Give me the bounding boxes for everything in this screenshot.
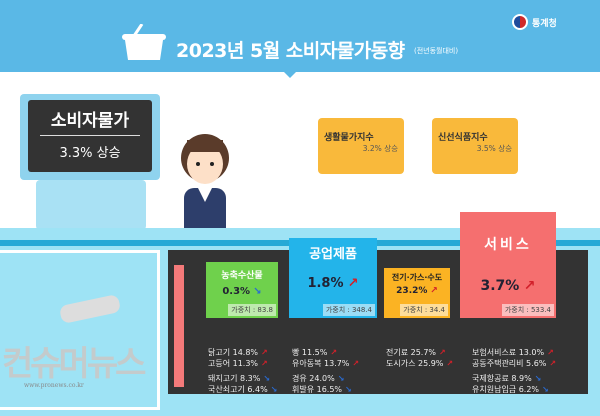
category-pct: 3.7% (480, 278, 520, 294)
list-item: 유아동복 13.7% ↗ (292, 358, 359, 369)
list-item: 보험서비스료 13.0% ↗ (472, 347, 556, 358)
list-item: 닭고기 14.8% ↗ (208, 347, 277, 358)
item-text: 휘발유 16.5% (292, 385, 343, 394)
fresh-food-basket: 신선식품지수 3.5% 상승 (432, 118, 518, 174)
list-item: 경유 24.0% ↘ (292, 373, 359, 384)
category-pct: 1.8% (307, 276, 344, 291)
list-item: 공동주택관리비 5.6% ↗ (472, 358, 556, 369)
category-weight: 가중치 : 83.8 (228, 304, 276, 316)
industrial-items: 빵 11.5% ↗ 유아동복 13.7% ↗ 경유 24.0% ↘ 휘발유 16.5% ↘ (292, 347, 359, 395)
category-weight: 가중치 : 533.4 (501, 304, 554, 316)
list-item: 국산쇠고기 6.4% ↘ (208, 384, 277, 395)
watermark-url: www.pronews.co.kr (24, 382, 84, 389)
counter-door (0, 250, 160, 410)
item-text: 닭고기 14.8% (208, 348, 259, 357)
category-name: 전기·가스·수도 (391, 273, 443, 282)
item-text: 고등어 11.3% (208, 359, 259, 368)
category-weight: 가중치 : 34.4 (400, 304, 448, 316)
arrow-up-icon: ↗ (439, 348, 446, 357)
basket-value: 3.5% 상승 (476, 144, 512, 153)
header-banner: 2023년 5월 소비자물가동향 (전년동월대비) 통계청 (0, 0, 600, 78)
list-item: 고등어 11.3% ↗ (208, 358, 277, 369)
arrow-down-icon: ↘ (534, 374, 542, 383)
item-text: 돼지고기 8.3% (208, 374, 261, 383)
basket-name: 신선식품지수 (438, 133, 488, 143)
item-text: 보험서비스료 13.0% (472, 348, 545, 357)
arrow-up-icon: ↗ (261, 348, 268, 357)
list-item: 유치원납입금 6.2% ↘ (472, 384, 556, 395)
headline-label: 소비자물가 (40, 106, 140, 136)
basket-name: 생활물가지수 (324, 133, 374, 143)
item-text: 국산쇠고기 6.4% (208, 385, 268, 394)
services-items: 보험서비스료 13.0% ↗ 공동주택관리비 5.6% ↗ 국제항공료 8.9% ↘ 유치원… (472, 347, 556, 395)
item-text: 국제항공료 8.9% (472, 374, 532, 383)
category-industrial: 공업제품 1.8% ↗ 가중치 : 348.4 (289, 238, 377, 318)
arrow-up-icon: ↗ (547, 348, 554, 357)
item-text: 경유 24.0% (292, 374, 335, 383)
category-pct: 23.2% (396, 286, 428, 296)
headline-screen: 소비자물가 3.3% 상승 (28, 100, 152, 172)
list-item: 휘발유 16.5% ↘ (292, 384, 359, 395)
arrow-up-icon: ↗ (261, 359, 268, 368)
list-item: 돼지고기 8.3% ↘ (208, 373, 277, 384)
arrow-up-icon: ↗ (352, 359, 360, 368)
cash-register (36, 180, 146, 230)
arrow-up-icon: ↗ (523, 278, 536, 294)
living-price-basket: 생활물가지수 3.2% 상승 (318, 118, 404, 174)
list-item: 국제항공료 8.9% ↘ (472, 373, 556, 384)
cashier-illustration (181, 134, 229, 238)
category-utilities: 전기·가스·수도 23.2% ↗ 가중치 : 34.4 (384, 268, 450, 318)
agri-items: 닭고기 14.8% ↗ 고등어 11.3% ↗ 돼지고기 8.3% ↘ 국산쇠고기 6.4%… (208, 347, 277, 395)
arrow-up-icon: ↗ (430, 286, 438, 296)
category-agri: 농축수산물 0.3% ↘ 가중치 : 83.8 (206, 262, 278, 318)
list-item: 빵 11.5% ↗ (292, 347, 359, 358)
arrow-down-icon: ↘ (253, 286, 262, 297)
taegeuk-icon (512, 14, 528, 30)
item-text: 유아동복 13.7% (292, 359, 350, 368)
accent-bar (174, 265, 184, 387)
list-item: 도시가스 25.9% ↗ (386, 358, 453, 369)
watermark: 컨슈머뉴스 (2, 344, 146, 384)
arrow-down-icon: ↘ (270, 385, 278, 394)
arrow-up-icon: ↗ (330, 348, 338, 357)
category-weight: 가중치 : 348.4 (322, 304, 375, 316)
agency-logo: 통계청 (512, 14, 557, 30)
category-pct: 0.3% (222, 286, 251, 297)
utilities-items: 전기료 25.7% ↗ 도시가스 25.9% ↗ (386, 347, 453, 369)
category-name: 농축수산물 (221, 271, 263, 281)
arrow-down-icon: ↘ (345, 385, 352, 394)
basket-icon (122, 24, 166, 60)
basket-value: 3.2% 상승 (362, 144, 398, 153)
arrow-down-icon: ↘ (337, 374, 345, 383)
page-title: 2023년 5월 소비자물가동향 (176, 40, 405, 62)
list-item: 전기료 25.7% ↗ (386, 347, 453, 358)
arrow-down-icon: ↘ (542, 385, 549, 394)
headline-value: 3.3% 상승 (59, 146, 121, 161)
item-text: 공동주택관리비 5.6% (472, 359, 547, 368)
item-text: 유치원납입금 6.2% (472, 385, 540, 394)
logo-text: 통계청 (532, 18, 557, 29)
category-name: 서비스 (484, 237, 532, 253)
arrow-down-icon: ↘ (263, 374, 271, 383)
item-text: 전기료 25.7% (386, 348, 437, 357)
item-text: 도시가스 25.9% (386, 359, 444, 368)
arrow-up-icon: ↗ (347, 276, 359, 291)
arrow-up-icon: ↗ (549, 359, 557, 368)
item-text: 빵 11.5% (292, 348, 328, 357)
arrow-up-icon: ↗ (446, 359, 454, 368)
category-name: 공업제품 (309, 247, 357, 262)
page-subtitle: (전년동월대비) (414, 47, 459, 55)
category-services: 서비스 3.7% ↗ 가중치 : 533.4 (460, 212, 556, 318)
